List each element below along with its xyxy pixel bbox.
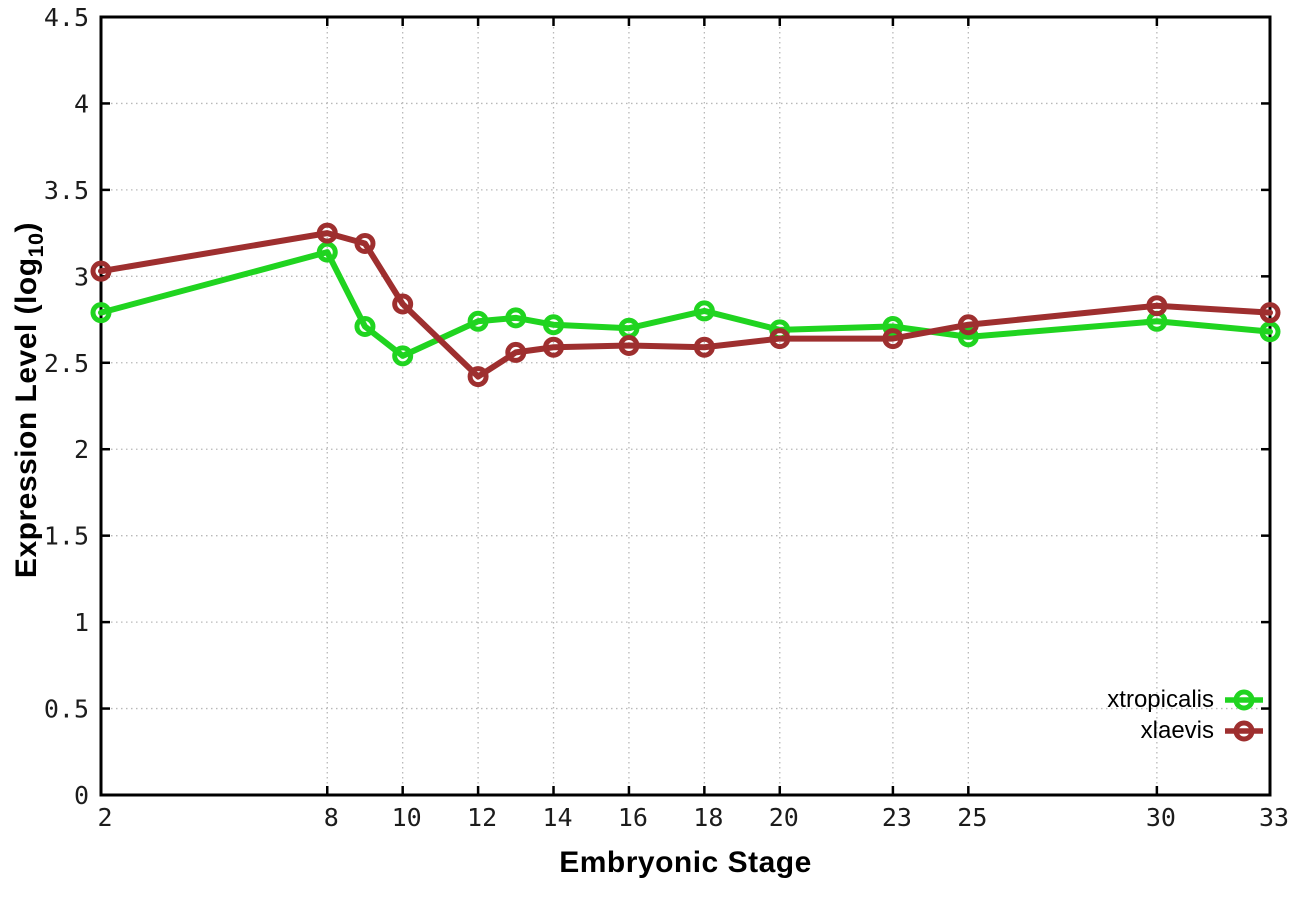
- data-point-xlaevis: [769, 328, 791, 350]
- series-line-xtropicalis: [98, 249, 1273, 359]
- legend-marker-sample-xtropicalis: [1225, 689, 1263, 710]
- data-point-xlaevis: [90, 260, 112, 282]
- data-point-xlaevis: [618, 334, 640, 356]
- data-point-xtropicalis: [882, 315, 904, 337]
- data-point-xlaevis: [392, 293, 414, 315]
- y-tick-label: 1: [74, 608, 89, 637]
- data-point-xtropicalis: [316, 241, 338, 263]
- y-tick-label: 2.5: [44, 349, 89, 378]
- x-tick-label: 12: [467, 803, 497, 832]
- y-tick-label: 0.5: [44, 695, 89, 724]
- x-tick-label: 16: [618, 803, 648, 832]
- legend-row-xtropicalis: xtropicalis: [1107, 684, 1264, 715]
- y-tick-label: 4: [74, 89, 89, 118]
- x-tick-label: 20: [769, 803, 799, 832]
- legend-row-xlaevis: xlaevis: [1107, 715, 1264, 746]
- y-tick-label: 0: [74, 781, 89, 810]
- y-tick-label: 4.5: [44, 3, 89, 32]
- y-tick-label: 3.5: [44, 176, 89, 205]
- y-axis-title-suffix: ): [10, 221, 43, 233]
- data-point-xlaevis: [543, 336, 565, 358]
- y-tick-label: 3: [74, 262, 89, 291]
- legend-circle-marker-icon: [1233, 720, 1255, 741]
- legend-circle-marker-icon: [1233, 689, 1255, 710]
- data-point-xlaevis: [882, 328, 904, 350]
- x-tick-label: 8: [324, 803, 339, 832]
- x-tick-label: 23: [882, 803, 912, 832]
- data-point-xlaevis: [957, 314, 979, 336]
- legend: xtropicalis xlaevis: [1107, 684, 1264, 746]
- x-tick-label: 10: [392, 803, 422, 832]
- x-tick-label: 2: [97, 803, 112, 832]
- data-point-xlaevis: [316, 222, 338, 244]
- y-axis-title-prefix: Expression Level (log: [10, 257, 43, 579]
- y-tick-label: 1.5: [44, 522, 89, 551]
- y-axis-title: Expression Level (log10): [10, 221, 48, 579]
- data-point-xlaevis: [693, 336, 715, 358]
- data-point-xtropicalis: [392, 345, 414, 367]
- x-tick-label: 14: [542, 803, 572, 832]
- data-point-xtropicalis: [1259, 321, 1281, 343]
- data-point-xtropicalis: [90, 302, 112, 324]
- data-point-xlaevis: [1146, 295, 1168, 317]
- plot-border: [99, 15, 1272, 797]
- data-point-xtropicalis: [957, 326, 979, 348]
- y-axis-title-subscript: 10: [23, 232, 48, 258]
- data-point-xtropicalis: [467, 310, 489, 332]
- data-point-xlaevis: [505, 341, 527, 363]
- data-point-xtropicalis: [693, 300, 715, 322]
- x-tick-label: 30: [1146, 803, 1176, 832]
- series-line-xlaevis: [98, 230, 1273, 380]
- data-point-xlaevis: [467, 366, 489, 388]
- y-tick-label: 2: [74, 435, 89, 464]
- x-axis-title: Embryonic Stage: [559, 846, 812, 879]
- legend-marker-sample-xlaevis: [1225, 720, 1263, 741]
- data-point-xlaevis: [1259, 302, 1281, 324]
- data-point-xtropicalis: [543, 314, 565, 336]
- legend-label-xlaevis: xlaevis: [1140, 716, 1214, 744]
- x-tick-label: 33: [1259, 803, 1289, 832]
- x-tick-label: 18: [693, 803, 723, 832]
- data-point-xtropicalis: [354, 315, 376, 337]
- x-tick-label: 25: [957, 803, 987, 832]
- data-point-xlaevis: [354, 232, 376, 254]
- data-point-xtropicalis: [505, 307, 527, 329]
- legend-label-xtropicalis: xtropicalis: [1107, 685, 1214, 713]
